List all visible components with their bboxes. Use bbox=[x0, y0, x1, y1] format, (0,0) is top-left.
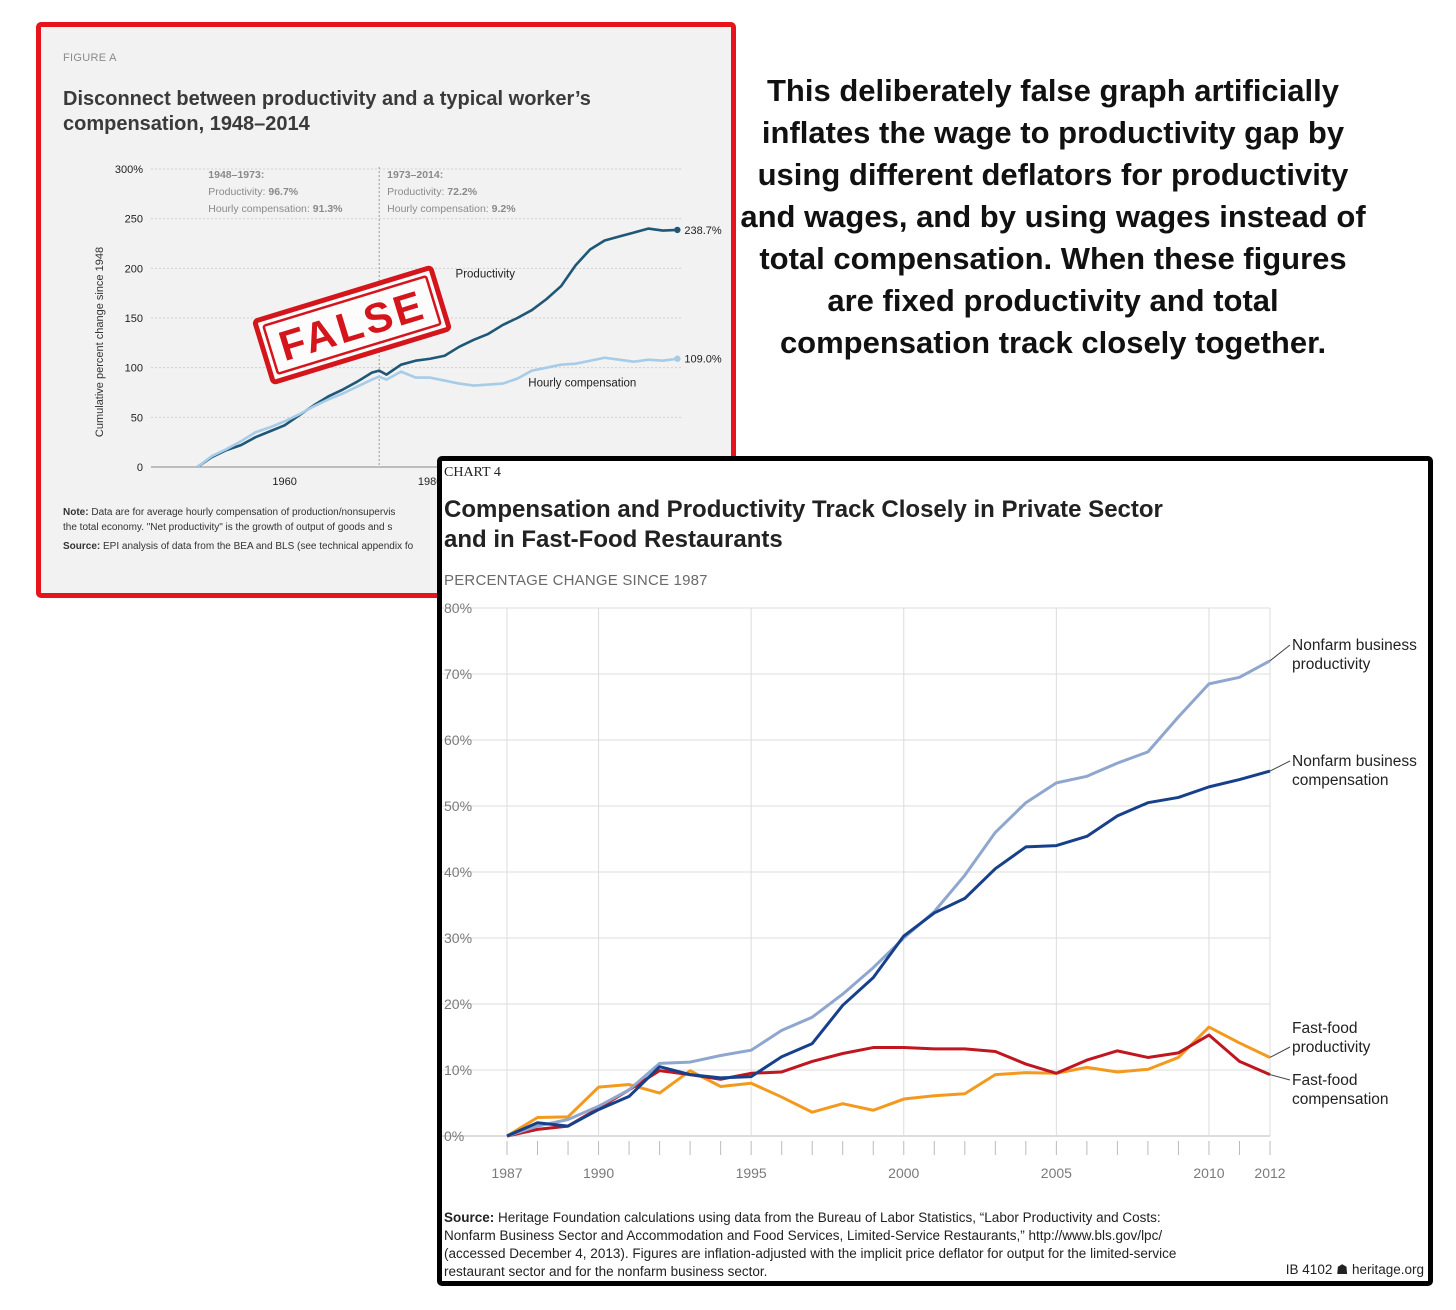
label-leader bbox=[1269, 1074, 1291, 1081]
y-tick-label: 20% bbox=[444, 996, 472, 1012]
series-label: Fast-food bbox=[1292, 1072, 1357, 1089]
x-tick-label: 1990 bbox=[583, 1165, 614, 1181]
series-label: compensation bbox=[1292, 772, 1389, 789]
source-a: Source: EPI analysis of data from the BE… bbox=[63, 541, 723, 552]
y-tick-label: 250 bbox=[125, 214, 143, 226]
y-tick-label: 200 bbox=[125, 263, 143, 275]
y-tick-label: 100 bbox=[125, 363, 143, 375]
y-tick-label: 50% bbox=[444, 798, 472, 814]
false-stamp: FALSE bbox=[252, 265, 452, 385]
false-graph-panel: FIGURE A Disconnect between productivity… bbox=[36, 22, 736, 598]
source-a-text: EPI analysis of data from the BEA and BL… bbox=[103, 541, 414, 552]
note: Note: Data are for average hourly compen… bbox=[63, 505, 723, 535]
y-tick-label: 10% bbox=[444, 1062, 472, 1078]
series-label: compensation bbox=[1292, 1091, 1389, 1108]
label-leader bbox=[1269, 1046, 1291, 1058]
series-end-label: 238.7% bbox=[684, 225, 722, 237]
compensation-productivity-chart: 0% 10% 20% 30% 40% 50% 60% 70% 80% 1987 1990 1995 20… bbox=[442, 601, 1417, 1181]
corrected-graph-panel: CHART 4 Compensation and Productivity Tr… bbox=[437, 456, 1433, 1286]
x-tick-label: 2005 bbox=[1041, 1165, 1072, 1181]
compensation-line bbox=[196, 356, 678, 469]
nonfarm-productivity-line bbox=[506, 659, 1271, 1138]
period-stat: Productivity: 72.2% bbox=[387, 186, 478, 198]
x-tick-label: 1980 bbox=[418, 476, 442, 488]
figure-title: Disconnect between productivity and a ty… bbox=[63, 88, 591, 135]
series-label: Nonfarm business bbox=[1292, 637, 1417, 654]
label-leader bbox=[1269, 760, 1291, 772]
y-tick-label: 50 bbox=[131, 412, 143, 424]
source-b: Source: Heritage Foundation calculations… bbox=[444, 1209, 1204, 1281]
y-tick-label: 0% bbox=[444, 1128, 464, 1144]
x-tick-label: 1995 bbox=[736, 1165, 767, 1181]
nonfarm-compensation-line bbox=[506, 769, 1271, 1138]
productivity-label: Productivity bbox=[456, 268, 516, 280]
chart-number: CHART 4 bbox=[444, 465, 501, 480]
x-tick-label: 1960 bbox=[272, 476, 296, 488]
source-b-text: Heritage Foundation calculations using d… bbox=[444, 1210, 1177, 1279]
productivity-compensation-chart: 0 50 100 150 200 250 300% 1960 1980 Cumulative p… bbox=[94, 164, 722, 488]
compensation-label: Hourly compensation bbox=[528, 378, 636, 390]
y-tick-label: 40% bbox=[444, 864, 472, 880]
y-tick-label: 80% bbox=[444, 601, 472, 616]
credit: IB 4102 ☗ heritage.org bbox=[1285, 1262, 1424, 1277]
period-heading: 1973–2014: bbox=[387, 169, 443, 181]
x-tick-label: 2010 bbox=[1193, 1165, 1224, 1181]
callout-text: This deliberately false graph artificial… bbox=[740, 73, 1366, 360]
series-label: productivity bbox=[1292, 656, 1371, 673]
y-axis-label: Cumulative percent change since 1948 bbox=[94, 247, 106, 437]
productivity-line bbox=[196, 227, 678, 469]
x-tick-label: 1987 bbox=[491, 1165, 522, 1181]
y-tick-label: 70% bbox=[444, 666, 472, 682]
period-stat: Hourly compensation: 9.2% bbox=[387, 203, 516, 215]
note-text: Data are for average hourly compensation… bbox=[91, 507, 396, 518]
note-text-2: the total economy. "Net productivity" is… bbox=[63, 522, 393, 533]
period-stat: Productivity: 96.7% bbox=[208, 186, 299, 198]
period-heading: 1948–1973: bbox=[208, 169, 264, 181]
y-tick-label: 300% bbox=[115, 164, 143, 176]
period-stat: Hourly compensation: 91.3% bbox=[208, 203, 343, 215]
x-tick-label: 2012 bbox=[1254, 1165, 1285, 1181]
chart-subtitle: PERCENTAGE CHANGE SINCE 1987 bbox=[444, 572, 708, 589]
series-label: Nonfarm business bbox=[1292, 753, 1417, 770]
series-end-marker bbox=[674, 226, 681, 234]
y-tick-label: 30% bbox=[444, 930, 472, 946]
x-tick-label: 2000 bbox=[888, 1165, 919, 1181]
note-label: Note: bbox=[63, 507, 89, 518]
series-label: Fast-food bbox=[1292, 1020, 1357, 1037]
fastfood-productivity-line bbox=[506, 1025, 1271, 1138]
y-tick-label: 150 bbox=[125, 313, 143, 325]
y-tick-label: 60% bbox=[444, 732, 472, 748]
series-end-marker bbox=[674, 355, 681, 362]
source-b-label: Source: bbox=[444, 1210, 495, 1225]
chart-title: Compensation and Productivity Track Clos… bbox=[444, 496, 1163, 553]
source-a-label: Source: bbox=[63, 541, 101, 552]
y-tick-label: 0 bbox=[137, 462, 143, 474]
series-end-label: 109.0% bbox=[684, 354, 722, 366]
series-label: productivity bbox=[1292, 1039, 1371, 1056]
figure-label: FIGURE A bbox=[63, 52, 117, 64]
label-leader bbox=[1269, 644, 1291, 662]
